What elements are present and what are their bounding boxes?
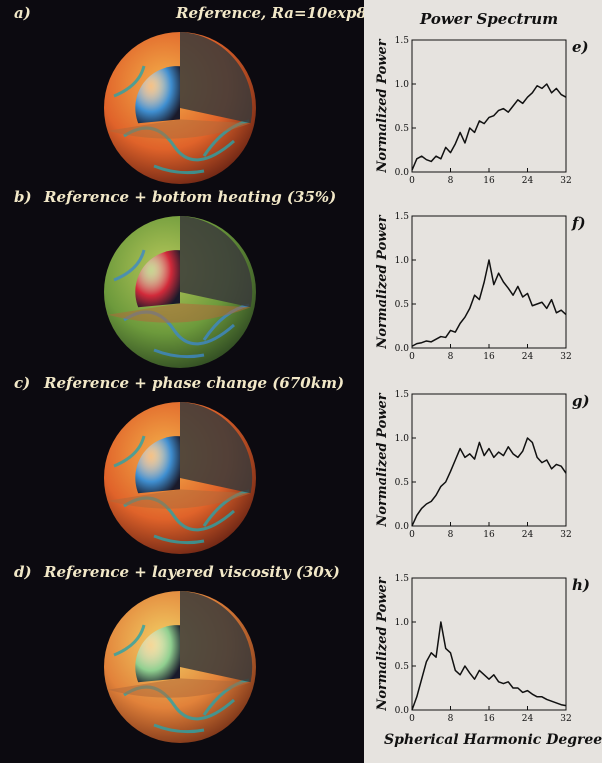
power-spectrum-column: Power Spectrum 0 8 16 24 32 0.0 0.5 1.0 1.5 Norma…	[364, 0, 602, 763]
sphere-core	[135, 250, 180, 308]
x-tick-label: 16	[483, 530, 495, 540]
x-tick-label: 8	[448, 714, 454, 724]
spectrum-line	[411, 621, 567, 711]
x-axis-label: Spherical Harmonic Degree	[384, 732, 602, 748]
sphere-core	[135, 66, 180, 124]
panel-b-letter: b)	[14, 188, 32, 206]
x-tick-label: 24	[522, 352, 534, 362]
plot-frame	[411, 393, 567, 527]
plot-frame	[411, 215, 567, 349]
x-tick-label: 32	[560, 352, 571, 362]
cutaway-wedge	[180, 591, 253, 683]
x-tick-label: 24	[522, 176, 534, 186]
sphere-c	[104, 402, 256, 554]
chart-e: 0 8 16 24 32 0.0 0.5 1.0 1.5 Normalized Power e)	[375, 36, 589, 186]
panel-c-caption: Reference + phase change (670km)	[44, 374, 345, 392]
x-tick-label: 0	[409, 714, 415, 724]
y-tick-label: 1.0	[395, 434, 410, 444]
chart-f: 0 8 16 24 32 0.0 0.5 1.0 1.5 Normalized Power f)	[375, 212, 586, 362]
spectrum-line	[411, 259, 567, 347]
cutaway-wedge	[180, 402, 253, 494]
y-tick-label: 1.0	[395, 80, 410, 90]
y-tick-label: 0.5	[395, 124, 410, 134]
x-tick-label: 0	[409, 352, 415, 362]
y-tick-label: 0.0	[395, 706, 410, 716]
y-axis-label: Normalized Power	[375, 38, 390, 173]
sphere-a	[104, 32, 256, 184]
x-tick-label: 24	[522, 530, 534, 540]
panel-letter: f)	[571, 214, 586, 232]
sphere-figure-column: a) Reference, Ra=10exp8 b) Reference + b…	[0, 0, 367, 763]
x-tick-label: 16	[483, 714, 495, 724]
y-axis-label: Normalized Power	[375, 214, 390, 349]
spectrum-line	[411, 83, 567, 171]
sphere-core	[135, 625, 180, 683]
sphere-d	[104, 591, 256, 743]
panel-letter: e)	[572, 38, 589, 56]
panel-letter: h)	[572, 576, 590, 594]
sphere-core	[135, 436, 180, 494]
spectrum-line	[411, 437, 567, 527]
panel-letter: g)	[572, 392, 590, 410]
y-axis-label: Normalized Power	[375, 576, 390, 711]
x-tick-label: 32	[560, 176, 571, 186]
sphere-b	[104, 216, 256, 368]
y-tick-label: 0.0	[395, 344, 410, 354]
x-tick-label: 24	[522, 714, 534, 724]
x-tick-label: 0	[409, 176, 415, 186]
y-axis-label: Normalized Power	[375, 392, 390, 527]
y-tick-label: 1.0	[395, 618, 410, 628]
y-tick-label: 1.5	[395, 36, 410, 46]
x-tick-label: 0	[409, 530, 415, 540]
y-tick-label: 1.5	[395, 212, 410, 222]
power-spectrum-title: Power Spectrum	[420, 10, 559, 28]
x-tick-label: 16	[483, 352, 495, 362]
y-tick-label: 1.5	[395, 574, 410, 584]
plot-frame	[411, 577, 567, 711]
x-tick-label: 32	[560, 530, 571, 540]
x-tick-label: 8	[448, 176, 454, 186]
y-tick-label: 0.5	[395, 300, 410, 310]
y-tick-label: 1.0	[395, 256, 410, 266]
chart-g: 0 8 16 24 32 0.0 0.5 1.0 1.5 Normalized Power g)	[375, 390, 590, 540]
x-tick-label: 8	[448, 530, 454, 540]
x-tick-label: 16	[483, 176, 495, 186]
cutaway-wedge	[180, 216, 253, 308]
panel-a-letter: a)	[14, 4, 31, 22]
x-tick-label: 32	[560, 714, 571, 724]
panel-a-caption: Reference, Ra=10exp8	[176, 4, 367, 22]
y-tick-label: 0.5	[395, 662, 410, 672]
y-tick-label: 1.5	[395, 390, 410, 400]
plot-frame	[411, 39, 567, 173]
y-tick-label: 0.5	[395, 478, 410, 488]
cutaway-wedge	[180, 32, 253, 124]
panel-c-letter: c)	[14, 374, 31, 392]
chart-h: 0 8 16 24 32 0.0 0.5 1.0 1.5 Normalized Power h)	[375, 574, 590, 724]
panel-d-caption: Reference + layered viscosity (30x)	[44, 563, 340, 581]
panel-d-letter: d)	[14, 563, 32, 581]
x-tick-label: 8	[448, 352, 454, 362]
y-tick-label: 0.0	[395, 168, 410, 178]
panel-b-caption: Reference + bottom heating (35%)	[44, 188, 337, 206]
y-tick-label: 0.0	[395, 522, 410, 532]
